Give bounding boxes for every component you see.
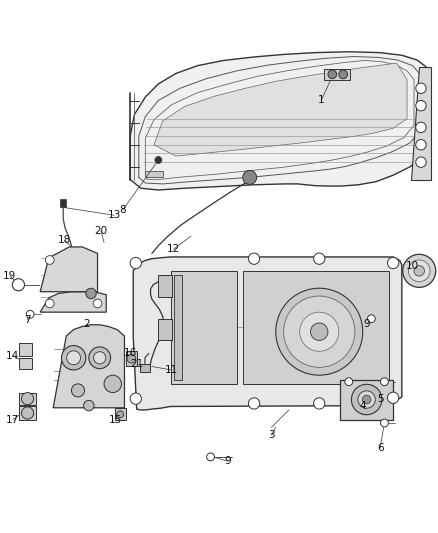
Text: 14: 14 bbox=[6, 351, 19, 361]
Circle shape bbox=[46, 299, 54, 308]
Circle shape bbox=[276, 288, 363, 375]
Circle shape bbox=[381, 419, 389, 427]
Circle shape bbox=[367, 315, 375, 322]
Circle shape bbox=[414, 265, 424, 276]
Circle shape bbox=[248, 398, 260, 409]
Circle shape bbox=[207, 453, 215, 461]
Text: 18: 18 bbox=[58, 236, 71, 245]
Polygon shape bbox=[60, 199, 66, 207]
Text: 9: 9 bbox=[225, 456, 231, 466]
Circle shape bbox=[84, 400, 94, 411]
Circle shape bbox=[21, 393, 34, 405]
Circle shape bbox=[46, 256, 54, 264]
Polygon shape bbox=[145, 171, 163, 177]
Circle shape bbox=[314, 398, 325, 409]
Polygon shape bbox=[53, 325, 124, 408]
Circle shape bbox=[408, 260, 430, 282]
Circle shape bbox=[21, 407, 34, 419]
Text: 1: 1 bbox=[318, 95, 325, 105]
Circle shape bbox=[416, 83, 426, 93]
Polygon shape bbox=[19, 343, 32, 356]
Polygon shape bbox=[19, 407, 36, 419]
Circle shape bbox=[104, 375, 121, 393]
Polygon shape bbox=[410, 67, 431, 180]
Circle shape bbox=[26, 310, 34, 318]
Circle shape bbox=[362, 395, 371, 404]
Circle shape bbox=[416, 157, 426, 167]
Circle shape bbox=[89, 347, 110, 369]
Circle shape bbox=[130, 257, 141, 269]
Circle shape bbox=[283, 296, 355, 367]
Text: 15: 15 bbox=[109, 415, 123, 424]
Text: 19: 19 bbox=[3, 271, 16, 281]
Circle shape bbox=[67, 351, 81, 365]
Polygon shape bbox=[126, 351, 137, 367]
Polygon shape bbox=[115, 408, 126, 419]
Text: 6: 6 bbox=[377, 443, 383, 453]
Circle shape bbox=[388, 257, 399, 269]
Polygon shape bbox=[340, 379, 393, 419]
Circle shape bbox=[93, 299, 102, 308]
Polygon shape bbox=[243, 271, 389, 384]
Circle shape bbox=[351, 384, 382, 415]
Circle shape bbox=[314, 253, 325, 264]
Polygon shape bbox=[130, 52, 430, 190]
Circle shape bbox=[130, 393, 141, 405]
Text: 20: 20 bbox=[95, 226, 108, 236]
Text: 12: 12 bbox=[167, 244, 180, 254]
Polygon shape bbox=[40, 292, 106, 312]
Text: 11: 11 bbox=[165, 365, 178, 375]
Circle shape bbox=[86, 288, 96, 298]
Circle shape bbox=[345, 378, 353, 385]
Polygon shape bbox=[40, 247, 98, 292]
Circle shape bbox=[416, 122, 426, 133]
Circle shape bbox=[328, 70, 337, 79]
Circle shape bbox=[339, 70, 347, 79]
Text: 9: 9 bbox=[364, 319, 371, 329]
Circle shape bbox=[71, 384, 85, 397]
Polygon shape bbox=[133, 257, 402, 410]
Text: 7: 7 bbox=[24, 314, 30, 325]
Polygon shape bbox=[171, 271, 237, 384]
Text: 10: 10 bbox=[406, 261, 419, 271]
Text: 5: 5 bbox=[377, 394, 383, 404]
Polygon shape bbox=[159, 319, 172, 341]
Circle shape bbox=[12, 279, 25, 291]
Circle shape bbox=[388, 392, 399, 403]
Polygon shape bbox=[19, 393, 36, 405]
Text: 16: 16 bbox=[124, 348, 137, 358]
Circle shape bbox=[416, 140, 426, 150]
Polygon shape bbox=[159, 275, 172, 297]
Circle shape bbox=[243, 171, 257, 184]
Circle shape bbox=[381, 378, 389, 385]
Text: 13: 13 bbox=[107, 210, 121, 220]
Text: 21: 21 bbox=[130, 359, 143, 369]
Circle shape bbox=[358, 391, 375, 408]
Circle shape bbox=[403, 254, 436, 287]
Circle shape bbox=[248, 253, 260, 264]
Text: 8: 8 bbox=[120, 205, 126, 215]
Polygon shape bbox=[173, 275, 182, 379]
Polygon shape bbox=[324, 69, 350, 79]
Text: 3: 3 bbox=[268, 430, 275, 440]
Circle shape bbox=[61, 345, 86, 370]
Circle shape bbox=[155, 157, 162, 164]
Polygon shape bbox=[140, 365, 150, 372]
Circle shape bbox=[117, 411, 124, 418]
Text: 2: 2 bbox=[83, 319, 90, 329]
Circle shape bbox=[416, 100, 426, 111]
Text: 4: 4 bbox=[360, 401, 366, 411]
Circle shape bbox=[127, 354, 136, 363]
Circle shape bbox=[300, 312, 339, 351]
Polygon shape bbox=[154, 63, 407, 156]
Circle shape bbox=[311, 323, 328, 341]
Polygon shape bbox=[19, 358, 32, 369]
Circle shape bbox=[94, 352, 106, 364]
Text: 17: 17 bbox=[6, 415, 19, 424]
